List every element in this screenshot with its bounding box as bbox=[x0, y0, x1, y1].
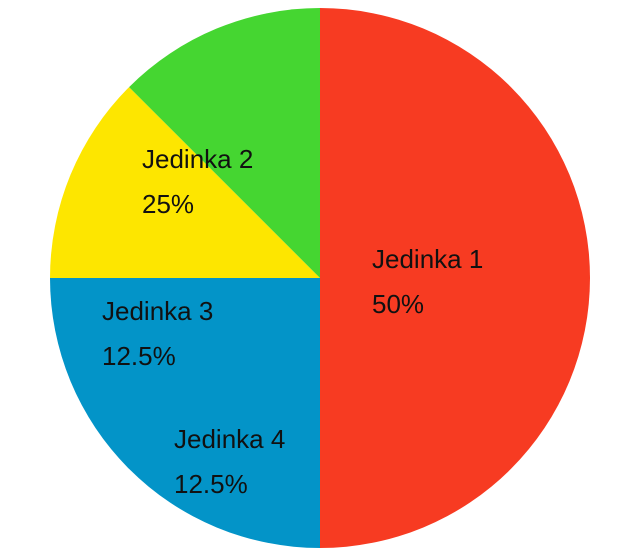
slice-label-4: Jedinka 4 bbox=[174, 424, 285, 454]
pie-slice-1 bbox=[320, 8, 590, 548]
pie-slice-2 bbox=[50, 278, 320, 548]
slice-value-label-4: 12.5% bbox=[174, 469, 248, 499]
pie-slices bbox=[50, 8, 590, 548]
slice-value-label-1: 50% bbox=[372, 289, 424, 319]
pie-slice-3 bbox=[50, 87, 320, 278]
slice-label-1: Jedinka 1 bbox=[372, 244, 483, 274]
slice-value-label-2: 25% bbox=[142, 189, 194, 219]
slice-label-3: Jedinka 3 bbox=[102, 296, 213, 326]
pie-slice-4 bbox=[129, 8, 320, 278]
pie-labels: Jedinka 1 50% Jedinka 2 25% Jedinka 3 12.5% Je… bbox=[102, 144, 483, 499]
slice-value-label-3: 12.5% bbox=[102, 341, 176, 371]
slice-label-2: Jedinka 2 bbox=[142, 144, 253, 174]
